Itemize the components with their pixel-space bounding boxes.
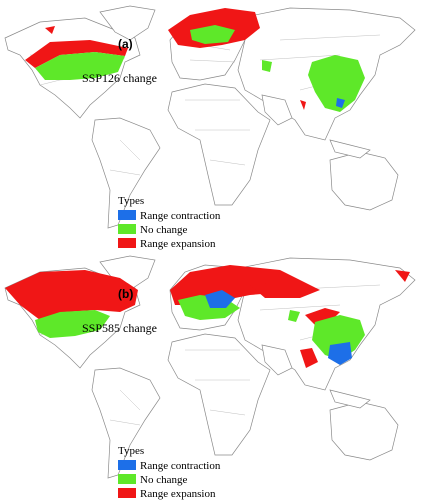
range-region [336, 98, 345, 108]
legend-label: No change [140, 474, 187, 486]
panel-label: (a) [118, 37, 133, 51]
landmass [261, 94, 293, 126]
country-border [209, 159, 246, 166]
range-region [250, 280, 320, 298]
range-region [25, 40, 128, 68]
range-region [300, 348, 318, 368]
legend-title: Types [118, 195, 144, 207]
landmass [261, 344, 293, 376]
country-border [259, 304, 341, 311]
range-region [312, 315, 365, 360]
legend-swatch [118, 488, 136, 498]
range-region [190, 25, 235, 44]
landmass [99, 5, 156, 41]
range-region [300, 100, 306, 110]
range-region [262, 60, 272, 72]
panel-label: (b) [118, 287, 133, 301]
range-region [35, 310, 110, 338]
range-region [308, 55, 365, 112]
legend-label: Range contraction [140, 460, 221, 472]
range-region [35, 52, 125, 80]
landmass [329, 389, 371, 409]
legend-swatch [118, 460, 136, 470]
country-border [119, 139, 141, 161]
country-border [209, 409, 246, 416]
range-region [205, 290, 235, 308]
scenario-title: SSP126 change [82, 71, 157, 85]
country-border [119, 389, 141, 411]
map-panel: (a) SSP126 change Types Range contraction No… [4, 5, 416, 250]
legend-title: Types [118, 445, 144, 457]
landmass [167, 83, 271, 206]
landmass [167, 333, 271, 456]
legend-label: Range contraction [140, 210, 221, 222]
legend-swatch [118, 210, 136, 220]
legend-swatch [118, 474, 136, 484]
range-region [45, 26, 55, 34]
range-region [395, 270, 410, 282]
country-border [109, 419, 141, 426]
range-region [288, 310, 300, 322]
legend-swatch [118, 224, 136, 234]
map-panel: (b) SSP585 change Types Range contraction No… [4, 255, 416, 500]
country-border [109, 169, 141, 176]
legend-swatch [118, 238, 136, 248]
range-region [5, 270, 138, 320]
legend-label: Range expansion [140, 238, 216, 250]
scenario-title: SSP585 change [82, 321, 157, 335]
country-border [279, 34, 381, 41]
country-border [259, 54, 341, 61]
legend-label: Range expansion [140, 488, 216, 500]
range-region [328, 342, 352, 365]
landmass [329, 139, 371, 159]
range-region [170, 265, 300, 305]
landmass [329, 151, 399, 211]
legend-label: No change [140, 224, 187, 236]
landmass [329, 401, 399, 461]
country-border [189, 59, 236, 63]
